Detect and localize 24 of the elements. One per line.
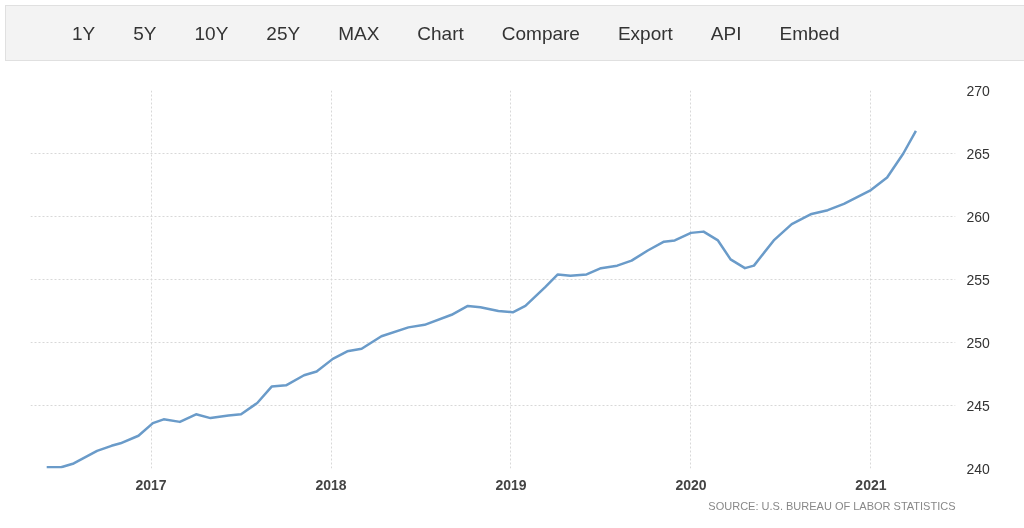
x-tick-label: 2019	[495, 476, 527, 493]
text: API	[710, 22, 742, 47]
text: Export	[617, 22, 673, 47]
y-tick-label: 250	[966, 334, 991, 351]
text: 10Y	[194, 22, 229, 47]
text: MAX	[338, 22, 380, 47]
x-tick-label: 2017	[135, 476, 167, 493]
y-tick-label: 255	[966, 271, 991, 288]
y-tick-label: 260	[966, 208, 991, 225]
y-tick-label: 245	[966, 397, 991, 414]
text: Chart	[417, 22, 464, 47]
source-note: SOURCE: U.S. BUREAU OF LABOR STATISTICS	[708, 499, 956, 512]
y-tick-label: 270	[966, 82, 991, 99]
y-tick-label: 265	[966, 145, 991, 162]
text: 1Y	[72, 22, 96, 47]
text: 5Y	[133, 22, 157, 47]
x-tick-label: 2021	[855, 476, 887, 493]
text: Embed	[779, 22, 840, 47]
x-tick-label: 2018	[315, 476, 347, 493]
y-tick-label: 240	[966, 460, 991, 477]
text: Compare	[501, 22, 580, 47]
text: 25Y	[266, 22, 301, 47]
x-tick-label: 2020	[675, 476, 707, 493]
line-series	[45, 129, 918, 469]
